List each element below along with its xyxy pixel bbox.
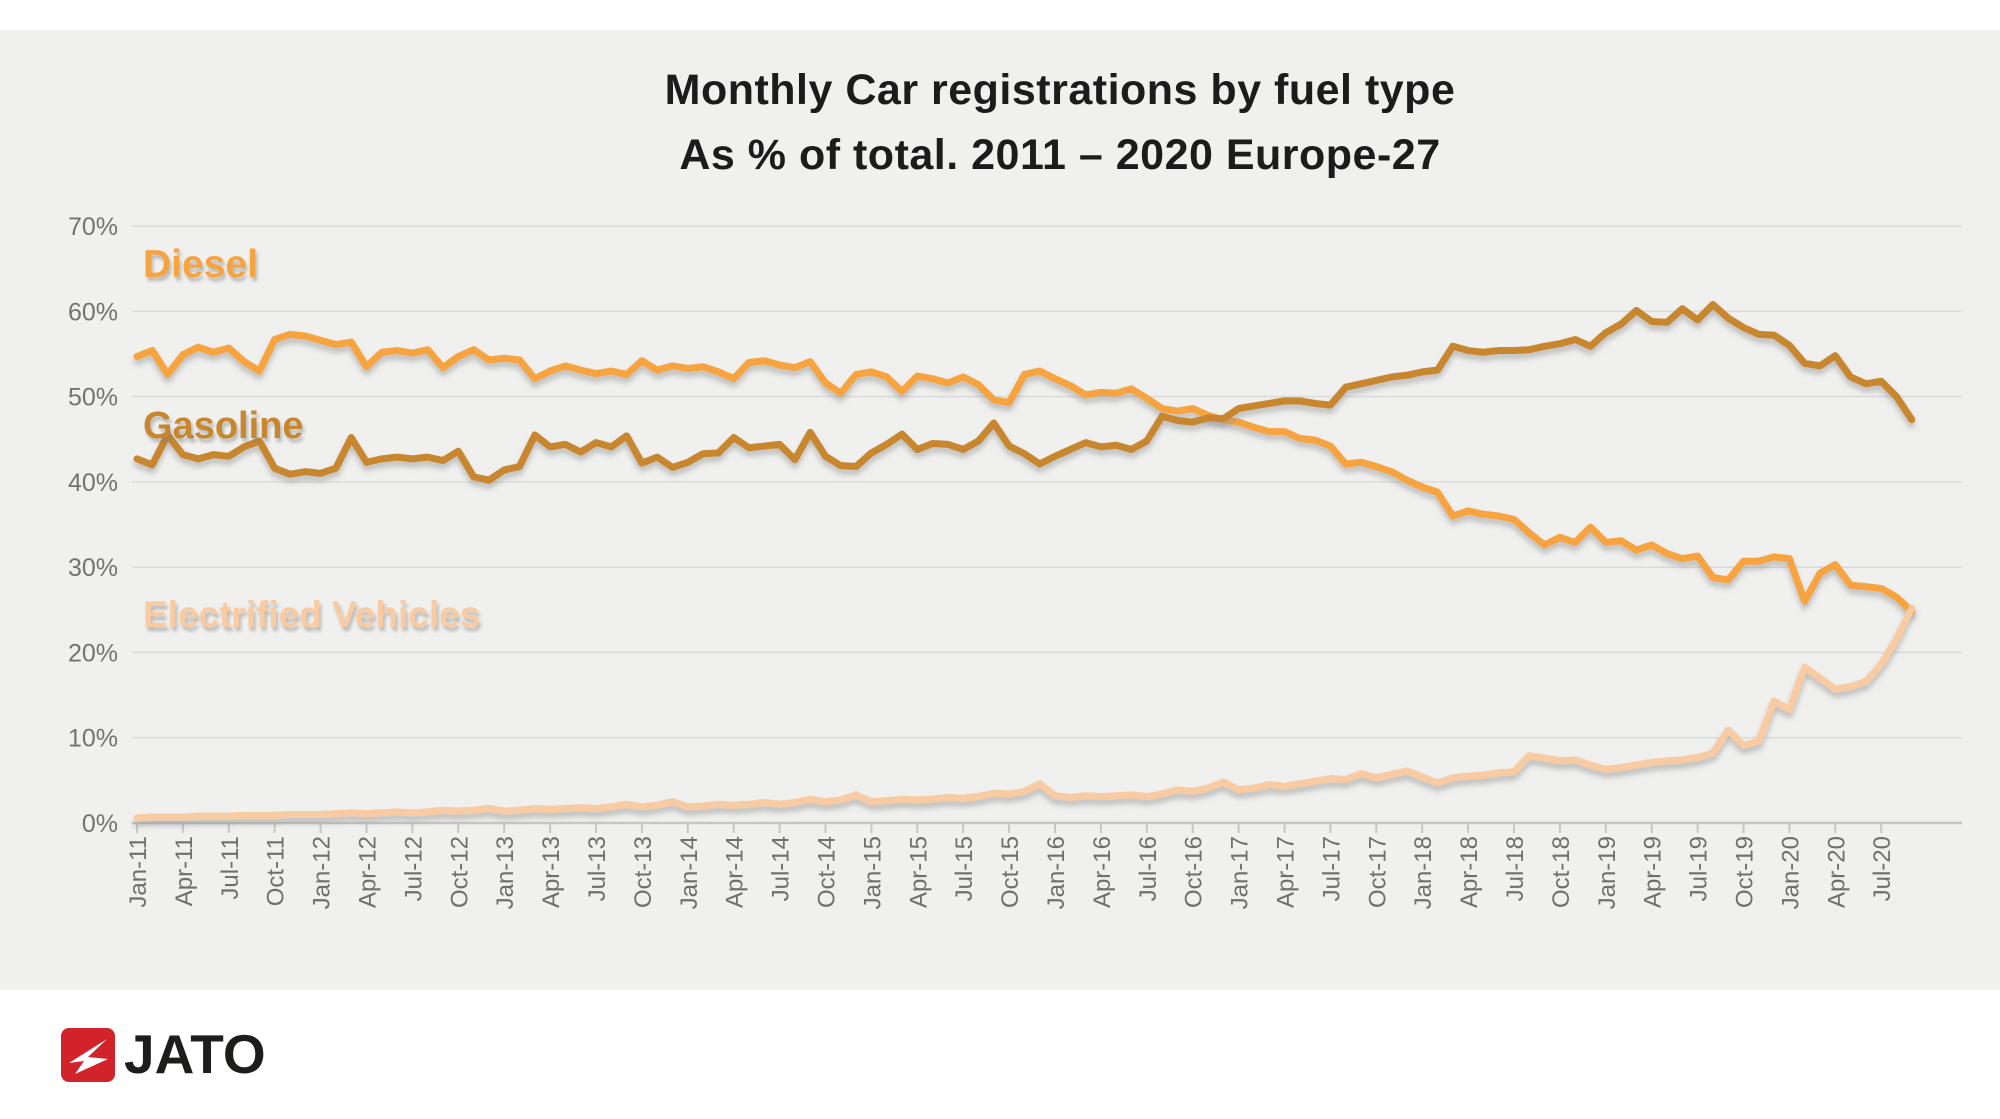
x-axis-label: Apr-16 xyxy=(1089,836,1116,908)
x-axis-label: Oct-17 xyxy=(1364,836,1391,908)
x-axis-label: Jul-16 xyxy=(1135,836,1162,901)
grid-layer xyxy=(132,225,1962,825)
x-axis-label: Jul-19 xyxy=(1686,836,1713,901)
chart-title-line1: Monthly Car registrations by fuel type xyxy=(664,66,1456,114)
x-axis-label: Oct-19 xyxy=(1732,836,1759,908)
series-layer xyxy=(133,300,1916,822)
x-axis-label: Apr-15 xyxy=(905,836,932,908)
top-strip xyxy=(0,0,2000,30)
y-axis-label: 20% xyxy=(68,639,118,667)
jato-logo-text: JATO xyxy=(124,1023,266,1085)
y-axis-label: 30% xyxy=(68,554,118,582)
series-label-electrified-vehicles: Electrified Vehicles xyxy=(143,594,481,635)
x-axis-label: Jan-16 xyxy=(1043,836,1070,909)
x-axis-label: Apr-12 xyxy=(355,836,382,908)
x-axis-label: Oct-14 xyxy=(814,836,841,908)
x-axis-label: Jul-13 xyxy=(584,836,611,901)
x-axis-label: Jan-19 xyxy=(1594,836,1621,909)
y-axis-label: 70% xyxy=(68,213,118,241)
y-axis-label: 10% xyxy=(68,725,118,753)
footer: JATO xyxy=(0,990,2000,1119)
y-axis-label: 40% xyxy=(68,469,118,497)
x-axis-label: Apr-19 xyxy=(1640,836,1667,908)
x-axis-label: Apr-11 xyxy=(171,836,198,906)
x-axis-label: Jan-14 xyxy=(676,836,703,909)
x-axis-label: Apr-18 xyxy=(1456,836,1483,908)
series-label-gasoline: Gasoline xyxy=(143,405,304,447)
chart-panel: Monthly Car registrations by fuel type A… xyxy=(0,30,2000,990)
x-axis-label: Oct-18 xyxy=(1548,836,1575,908)
x-axis-label: Jan-13 xyxy=(492,836,519,909)
x-axis-label: Jan-20 xyxy=(1777,836,1804,909)
x-axis-label: Jul-12 xyxy=(400,836,427,901)
chart-canvas: 0% 10% 20% 30% 40% 50% 60% 70% Jan-11 Apr-11 Jul-1… xyxy=(68,213,1962,909)
jato-logo: JATO xyxy=(61,1027,266,1082)
x-axis-label: Oct-12 xyxy=(446,836,473,908)
chart-title-line2: As % of total. 2011 – 2020 Europe-27 xyxy=(679,130,1441,179)
x-axis-label: Oct-15 xyxy=(997,836,1024,908)
series-line-gasoline xyxy=(133,300,1916,484)
y-axis-label: 50% xyxy=(68,384,118,412)
x-axis-label: Jan-15 xyxy=(859,836,886,909)
x-axis-label: Jan-17 xyxy=(1227,836,1254,909)
x-axis-label: Jul-18 xyxy=(1502,836,1529,901)
y-axis-label: 60% xyxy=(68,298,118,326)
x-axis-label: Apr-13 xyxy=(538,836,565,908)
x-axis-label: Jul-17 xyxy=(1318,836,1345,901)
x-axis-label: Apr-14 xyxy=(722,836,749,908)
jato-arrow-icon xyxy=(61,1027,115,1082)
series-line-electrified-vehicles xyxy=(133,604,1916,822)
x-axis-label: Apr-20 xyxy=(1823,836,1850,908)
x-axis-label: Oct-13 xyxy=(630,836,657,908)
chart-title: Monthly Car registrations by fuel type A… xyxy=(560,58,1560,187)
x-axis-label: Jul-20 xyxy=(1869,836,1896,901)
series-line-diesel xyxy=(133,330,1916,616)
y-axis-label: 0% xyxy=(82,810,118,838)
axis-layer: 0% 10% 20% 30% 40% 50% 60% 70% Jan-11 Apr-11 Jul-1… xyxy=(68,213,1896,909)
x-axis-label: Apr-17 xyxy=(1273,836,1300,908)
x-axis-label: Oct-11 xyxy=(263,836,290,906)
x-axis-label: Jan-12 xyxy=(309,836,336,909)
x-axis-label: Jan-11 xyxy=(125,836,152,908)
x-axis-label: Jul-11 xyxy=(217,836,244,900)
x-axis-label: Jul-15 xyxy=(951,836,978,901)
x-axis-label: Jul-14 xyxy=(768,836,795,901)
x-axis-label: Jan-18 xyxy=(1410,836,1437,909)
series-label-diesel: Diesel xyxy=(143,243,258,286)
x-axis-label: Oct-16 xyxy=(1181,836,1208,908)
